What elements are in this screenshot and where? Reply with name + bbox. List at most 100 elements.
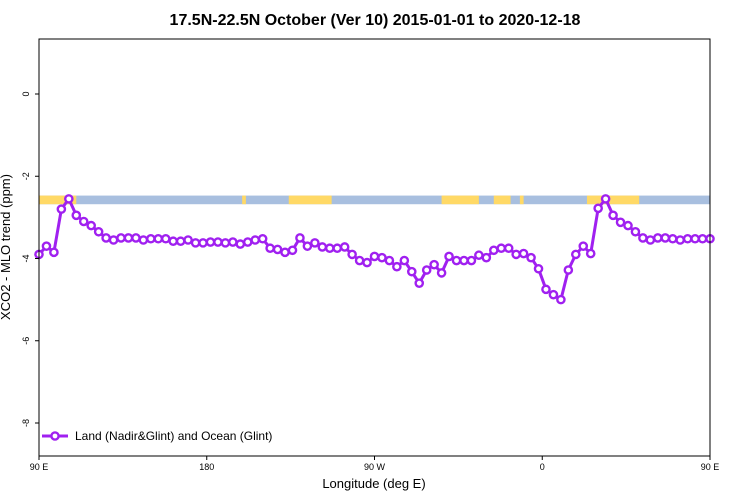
data-point	[310, 238, 320, 248]
series-layer	[34, 194, 715, 305]
data-point	[168, 236, 178, 247]
data-point	[41, 241, 52, 251]
data-point	[518, 248, 529, 259]
data-point	[175, 236, 186, 247]
x-tick-label: 90 E	[701, 462, 720, 472]
data-point	[198, 238, 208, 248]
data-point	[406, 266, 417, 277]
data-point	[228, 237, 238, 247]
data-point	[615, 217, 626, 228]
x-tick-label: 90 E	[30, 462, 49, 472]
y-tick-label: -2	[21, 172, 31, 180]
data-point	[399, 255, 410, 266]
data-point	[429, 259, 439, 270]
ocean-band	[39, 195, 710, 205]
data-point	[444, 251, 454, 262]
data-point	[153, 233, 164, 244]
data-point	[608, 210, 618, 221]
data-point	[645, 235, 656, 245]
data-point	[220, 238, 231, 248]
data-point	[377, 252, 387, 263]
data-point	[503, 243, 514, 254]
y-axis-ticks: 0 -2 -4 -6 -8	[21, 91, 39, 427]
data-point	[49, 247, 59, 258]
data-point	[474, 250, 484, 261]
data-point	[64, 194, 74, 204]
data-point	[347, 249, 357, 260]
data-point	[213, 237, 223, 247]
data-point	[235, 239, 246, 249]
data-point	[630, 226, 641, 237]
land-segment	[39, 195, 77, 205]
data-point	[511, 249, 521, 260]
data-point	[690, 233, 700, 244]
data-point	[556, 294, 566, 305]
y-tick-label: -8	[21, 419, 31, 427]
data-point	[332, 243, 343, 254]
data-point	[295, 233, 305, 243]
land-ocean-strip	[39, 195, 710, 205]
data-point	[101, 233, 111, 243]
data-point	[287, 245, 298, 256]
data-point	[339, 242, 350, 252]
data-point	[392, 261, 402, 272]
data-point	[697, 233, 708, 244]
x-tick-label: 90 W	[364, 462, 386, 472]
legend: Land (Nadir&Glint) and Ocean (Glint)	[42, 429, 272, 443]
data-point	[660, 233, 671, 243]
x-axis-label: Longitude (deg E)	[322, 476, 425, 491]
data-point	[190, 238, 201, 248]
legend-marker-swatch	[50, 431, 60, 441]
data-point	[384, 255, 395, 266]
chart-title: 17.5N-22.5N October (Ver 10) 2015-01-01 …	[170, 12, 581, 29]
data-point	[466, 255, 477, 266]
data-point	[459, 255, 469, 266]
data-point	[548, 289, 559, 300]
data-point	[86, 220, 96, 231]
data-point	[451, 255, 462, 266]
data-point	[481, 252, 492, 263]
data-point	[533, 263, 544, 274]
y-tick-label: 0	[21, 91, 31, 96]
data-point	[250, 235, 261, 245]
data-point	[526, 252, 536, 263]
data-point	[242, 237, 253, 247]
data-point	[585, 248, 596, 259]
data-point	[593, 203, 603, 214]
y-tick-label: -6	[21, 337, 31, 345]
land-segment	[288, 195, 332, 205]
data-point	[362, 257, 372, 268]
data-point	[623, 220, 633, 231]
data-point	[317, 242, 328, 252]
data-point	[56, 204, 67, 214]
data-point	[131, 233, 141, 243]
data-point	[496, 243, 507, 254]
data-point	[146, 233, 156, 244]
data-point	[667, 233, 678, 244]
data-point	[272, 244, 283, 255]
data-point	[280, 247, 290, 258]
x-axis-ticks: 90 E 180 90 W 0 90 E	[30, 456, 720, 472]
data-point	[324, 243, 335, 254]
data-point	[682, 233, 693, 244]
data-point	[638, 233, 648, 243]
data-point	[369, 251, 380, 262]
data-point	[436, 268, 447, 278]
data-point	[93, 226, 104, 237]
data-point	[421, 265, 432, 275]
x-tick-label: 180	[199, 462, 214, 472]
data-point	[488, 245, 499, 256]
data-point	[600, 194, 611, 204]
y-axis-label: XCO2 - MLO trend (ppm)	[0, 174, 13, 320]
data-point	[563, 265, 574, 275]
data-point	[265, 243, 275, 254]
land-segment	[493, 195, 511, 205]
y-tick-label: -4	[21, 254, 31, 262]
data-point	[414, 278, 425, 288]
data-point	[302, 241, 313, 251]
data-point	[257, 233, 268, 244]
data-point	[653, 233, 663, 243]
legend-label: Land (Nadir&Glint) and Ocean (Glint)	[75, 429, 272, 443]
x-tick-label: 0	[540, 462, 545, 472]
